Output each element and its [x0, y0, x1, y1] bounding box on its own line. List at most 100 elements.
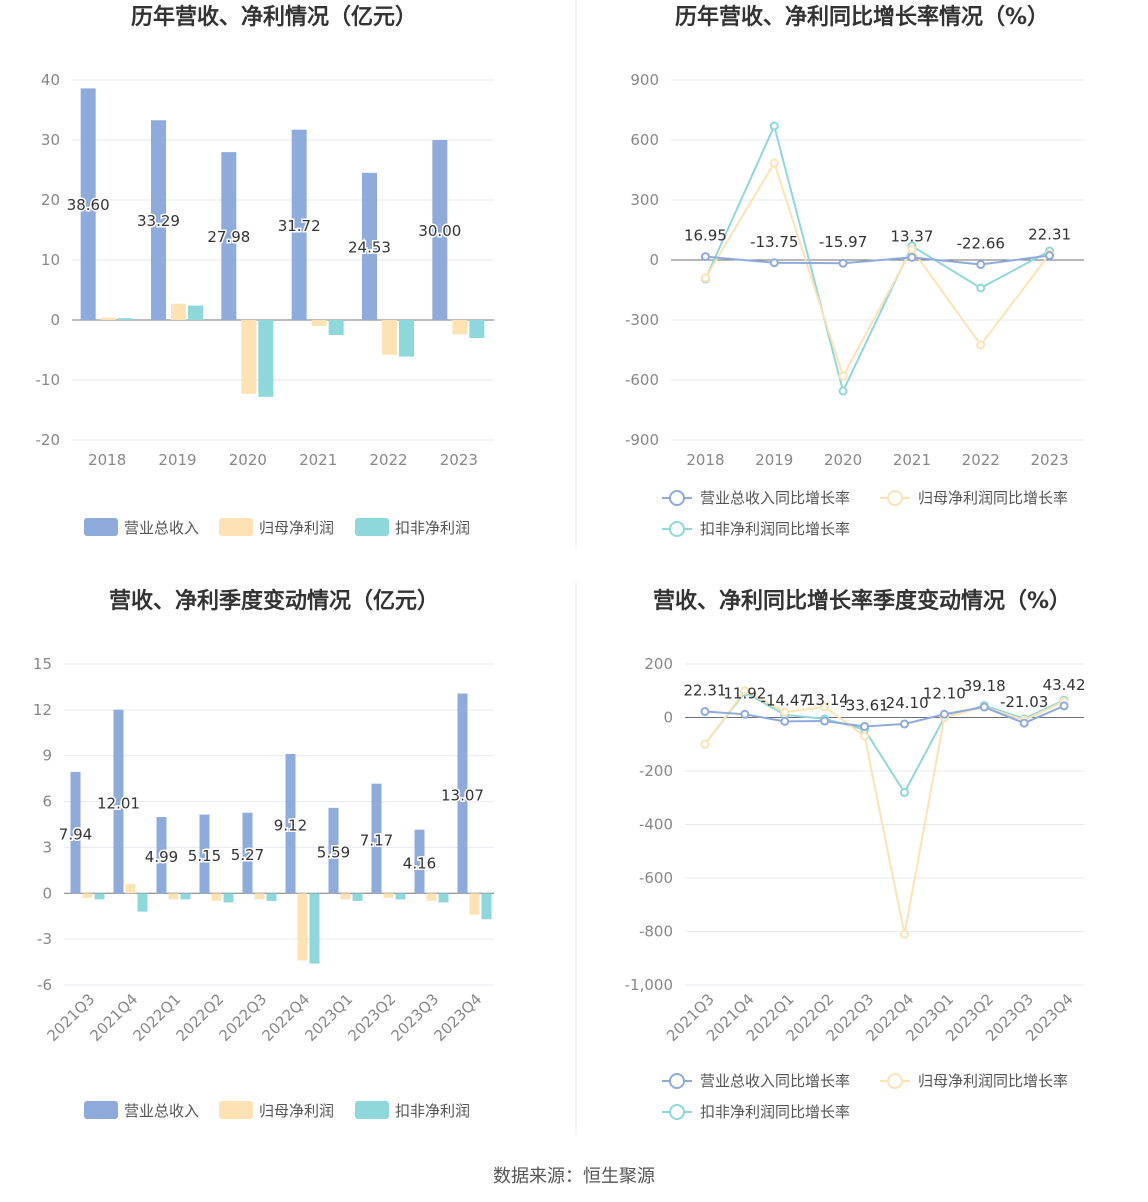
legend-label: 归母净利润	[259, 1102, 334, 1120]
data-label: 24.53	[348, 238, 391, 256]
bar	[94, 893, 105, 900]
y-tick-label: -3	[37, 930, 52, 948]
bar	[432, 140, 448, 320]
bar	[438, 893, 449, 903]
legend-label: 营业总收入	[124, 1102, 199, 1120]
bar	[309, 893, 320, 964]
x-tick-label: 2019	[158, 451, 196, 469]
bar	[258, 320, 274, 397]
data-point	[1019, 718, 1029, 728]
data-point	[1059, 701, 1069, 711]
data-point	[780, 707, 790, 717]
bar	[395, 893, 406, 900]
x-tick-label: 2022	[369, 451, 407, 469]
data-point	[907, 252, 917, 262]
y-tick-label: -200	[639, 762, 673, 780]
x-tick-label: 2020	[229, 451, 267, 469]
annual-growth-rate-line-chart: 历年营收、净利同比增长率情况（%） 900 600 300 0 -300 -600 -900 2…	[625, 4, 1084, 538]
series-line	[704, 690, 1065, 795]
x-tick-label: 2021	[299, 451, 337, 469]
x-tick-label: 2020	[824, 451, 862, 469]
data-label: 22.31	[1028, 226, 1071, 244]
data-label: 39.18	[963, 677, 1006, 695]
bar	[199, 814, 210, 894]
data-point	[769, 121, 779, 131]
legend-label: 营业总收入同比增长率	[700, 489, 850, 507]
series-line	[704, 122, 1051, 394]
bar	[352, 893, 363, 901]
bar	[242, 812, 253, 894]
y-tick-label: -20	[36, 431, 61, 449]
data-label: -13.75	[750, 233, 798, 251]
data-label: 5.27	[231, 846, 264, 864]
data-label: -14.47	[761, 691, 809, 709]
data-label: 38.60	[67, 196, 110, 214]
data-point	[700, 739, 710, 749]
y-tick-label: 30	[41, 131, 60, 149]
data-label: 13.07	[441, 786, 484, 804]
data-label: -22.66	[957, 235, 1005, 253]
legend-swatch	[219, 1101, 253, 1119]
data-point	[740, 709, 750, 719]
legend-marker	[669, 521, 685, 537]
y-tick-label: 10	[41, 251, 60, 269]
legend-marker	[669, 1104, 685, 1120]
y-tick-label: 900	[630, 71, 659, 89]
data-label: 5.59	[317, 844, 350, 862]
bar	[414, 829, 425, 894]
bar	[311, 320, 327, 326]
bar	[137, 893, 148, 912]
y-tick-label: -10	[36, 371, 61, 389]
data-label: -15.97	[819, 233, 867, 251]
data-point	[907, 244, 917, 254]
data-label: 22.31	[683, 682, 726, 700]
data-point	[838, 386, 848, 396]
bar	[156, 817, 167, 894]
bar	[241, 320, 257, 394]
y-tick-label: -900	[625, 431, 659, 449]
data-label: -24.10	[880, 694, 928, 712]
bar	[285, 753, 296, 894]
bar	[180, 893, 191, 900]
legend-label: 营业总收入	[124, 519, 199, 537]
y-tick-label: 0	[50, 311, 60, 329]
legend-label: 扣非净利润同比增长率	[700, 1103, 850, 1121]
data-label: 11.92	[723, 684, 766, 702]
y-tick-label: 0	[42, 884, 52, 902]
x-tick-label: 2023	[1030, 451, 1068, 469]
x-tick-label: 2022	[962, 451, 1000, 469]
series-line	[705, 254, 1050, 266]
bar	[151, 120, 166, 320]
bar	[188, 305, 203, 320]
legend-label: 营业总收入同比增长率	[700, 1072, 850, 1090]
bar	[113, 709, 124, 894]
bar	[100, 317, 116, 320]
y-tick-label: 0	[663, 709, 673, 727]
data-point	[899, 787, 909, 797]
data-label: 12.01	[97, 794, 140, 812]
y-tick-label: -600	[625, 371, 659, 389]
x-tick-label: 2018	[686, 451, 724, 469]
series-line	[704, 689, 1065, 935]
data-label: -21.03	[1000, 693, 1048, 711]
x-tick-label: 2023	[440, 451, 478, 469]
x-tick-label: 2019	[755, 451, 793, 469]
chart-title: 营收、净利季度变动情况（亿元）	[109, 588, 439, 614]
data-label: 7.17	[360, 831, 393, 849]
data-point	[899, 719, 909, 729]
data-label: 9.12	[274, 817, 307, 835]
data-label: 31.72	[278, 217, 321, 235]
chart-title: 历年营收、净利同比增长率情况（%）	[675, 4, 1049, 30]
bar	[223, 893, 234, 903]
data-point	[838, 371, 848, 381]
bar	[457, 693, 468, 894]
legend-label: 归母净利润	[259, 519, 334, 537]
bar	[254, 893, 265, 900]
data-point	[1045, 251, 1055, 261]
data-point	[939, 709, 949, 719]
data-label: 30.00	[418, 222, 461, 240]
y-tick-label: -1,000	[625, 976, 673, 994]
bar	[125, 884, 136, 894]
data-point	[899, 929, 909, 939]
data-label: 43.42	[1043, 676, 1086, 694]
